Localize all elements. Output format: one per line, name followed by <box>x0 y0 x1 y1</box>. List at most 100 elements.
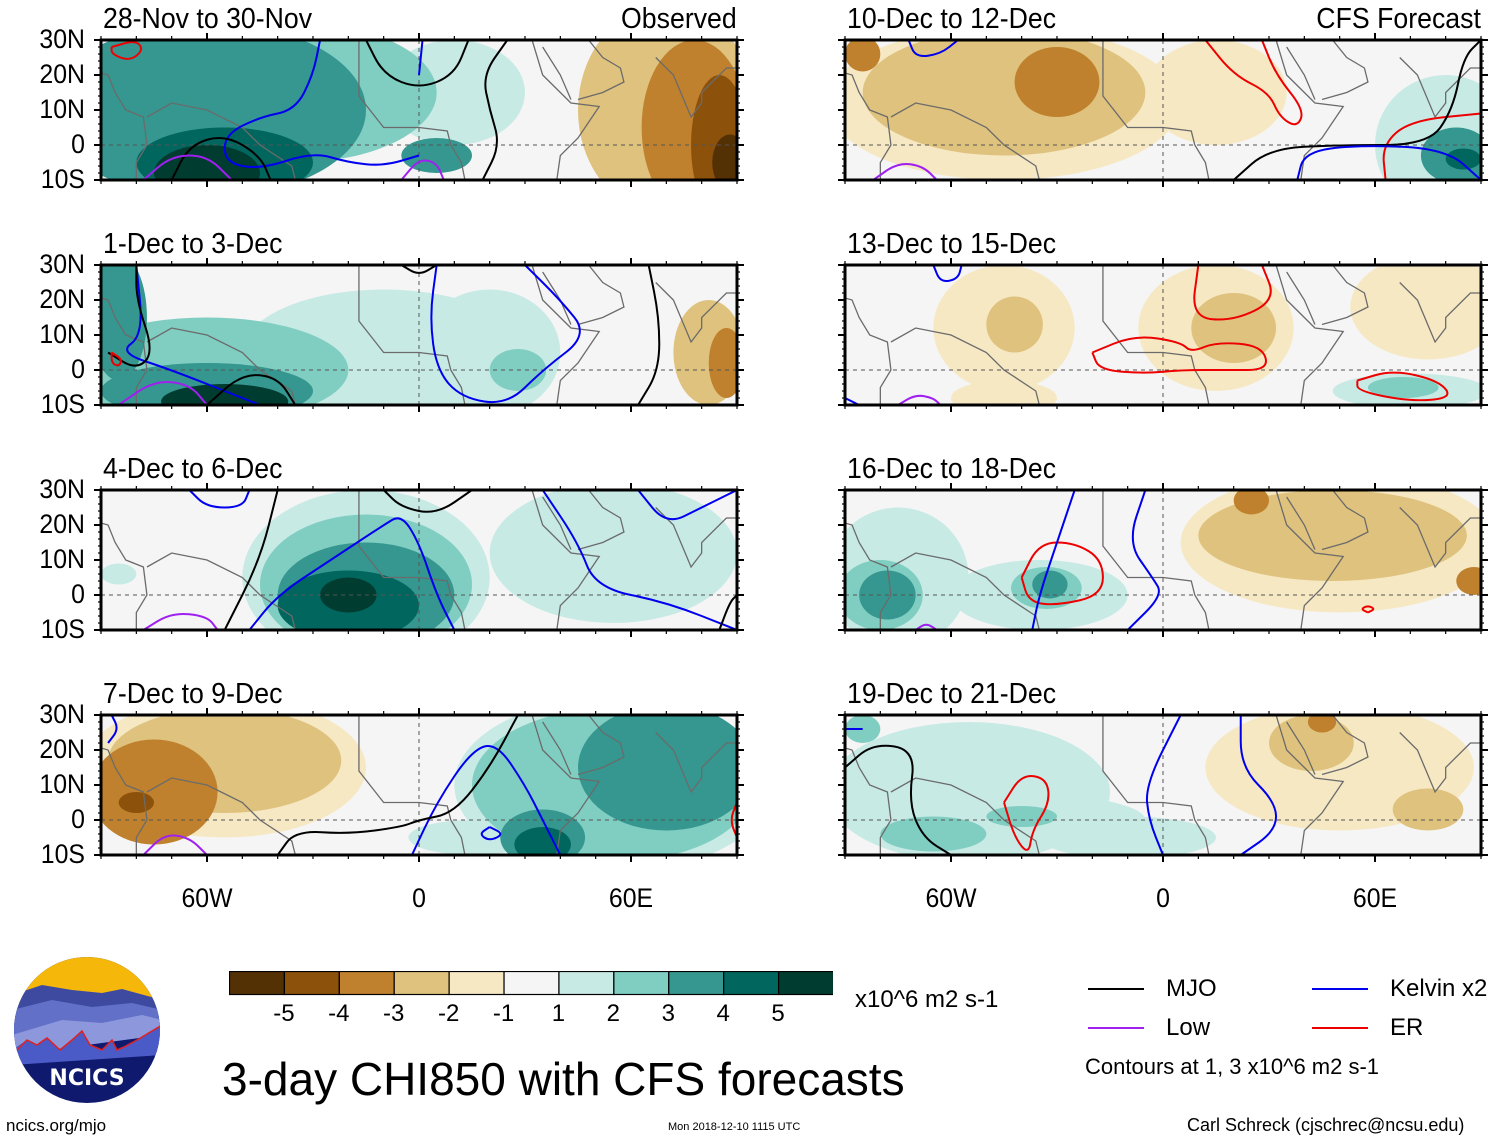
field-blob <box>1456 567 1481 595</box>
contour-mjo <box>845 744 952 855</box>
field-blob <box>514 827 571 855</box>
contour-mjo <box>170 137 272 180</box>
colorbar-swatch <box>503 971 560 996</box>
contour-mjo <box>382 490 473 513</box>
coastline <box>1286 271 1316 325</box>
coastline <box>1399 282 1481 344</box>
x-tick-label: 60W <box>925 883 977 913</box>
coastline <box>845 297 892 405</box>
coastline <box>655 732 737 794</box>
coastline <box>358 715 466 855</box>
y-tick-label: 30N <box>39 24 85 54</box>
field-blob <box>708 328 737 398</box>
contour-kelvin-x2 <box>1145 715 1182 855</box>
x-tick-label: 0 <box>412 883 426 913</box>
contour-kelvin-x2 <box>907 40 959 58</box>
panel-tag: Observed <box>621 3 737 35</box>
contour-kelvin-x2 <box>248 517 456 630</box>
colorbar-swatch <box>613 971 670 996</box>
contour-kelvin-x2 <box>637 490 737 521</box>
x-tick-label: 60E <box>608 883 654 913</box>
x-tick-label: 0 <box>1156 883 1170 913</box>
y-tick-label: 10S <box>40 164 85 194</box>
coastline <box>531 265 601 405</box>
coastline <box>1102 490 1210 630</box>
contour-kelvin-x2 <box>480 826 502 841</box>
site-link[interactable]: ncics.org/mjo <box>6 1116 107 1135</box>
coastline <box>101 72 148 180</box>
colorbar-tick-label: 5 <box>771 1000 785 1027</box>
coastline <box>1321 265 1369 326</box>
field-blob <box>101 265 147 381</box>
contour-kelvin-x2 <box>1296 145 1481 180</box>
colorbar-tick-label: 3 <box>661 1000 675 1027</box>
coastline <box>146 777 296 855</box>
coastline <box>845 522 892 630</box>
coastline <box>1275 265 1345 405</box>
y-tick-label: 20N <box>39 734 85 764</box>
contour-low <box>872 162 938 180</box>
field-blob <box>986 806 1057 827</box>
y-tick-label: 0 <box>71 804 85 834</box>
y-tick-label: 20N <box>39 509 85 539</box>
coastline <box>1102 715 1210 855</box>
contour-low <box>118 381 208 405</box>
coastline <box>1102 265 1210 405</box>
panel-title: 16-Dec to 18-Dec <box>847 453 1057 485</box>
legend-item-er: ER <box>1312 1014 1423 1042</box>
colorbar-units: x10^6 m2 s-1 <box>855 986 999 1013</box>
contour-kelvin-x2 <box>1031 490 1076 630</box>
colorbar-tick-label: 4 <box>716 1000 730 1027</box>
coastline <box>146 327 296 405</box>
colorbar-tick-label: -4 <box>328 1000 350 1027</box>
map-panel-p4 <box>838 258 1488 412</box>
coastline <box>577 490 625 551</box>
coastline <box>101 297 148 405</box>
panel-title: 7-Dec to 9-Dec <box>103 678 283 710</box>
map-panel-p2 <box>838 33 1488 187</box>
field-blob <box>154 145 260 180</box>
contour-er <box>110 351 122 367</box>
contour-er <box>110 41 143 60</box>
field-blob <box>1445 148 1481 170</box>
field-blob <box>1039 816 1216 855</box>
map-panel-p7 <box>94 708 744 862</box>
y-tick-label: 10N <box>39 319 85 349</box>
y-tick-label: 10N <box>39 544 85 574</box>
legend-swatch-mjo <box>1088 988 1144 990</box>
y-tick-label: 0 <box>71 129 85 159</box>
colorbar-tick-label: -2 <box>437 1000 460 1027</box>
colorbar-swatch <box>283 971 340 996</box>
field-blob <box>1032 570 1068 599</box>
field-blob <box>712 134 737 180</box>
panel-title: 1-Dec to 3-Dec <box>103 228 283 260</box>
coastline <box>531 40 601 180</box>
field-blob <box>1350 265 1481 360</box>
field-blob <box>845 40 881 72</box>
coastline <box>1286 721 1316 775</box>
panel-title: 13-Dec to 15-Dec <box>847 228 1057 260</box>
field-blob <box>118 792 154 813</box>
coastline <box>542 496 572 550</box>
coastline <box>890 777 1040 855</box>
contour-kelvin-x2 <box>107 715 118 744</box>
field-blob <box>1145 40 1287 145</box>
contour-mjo <box>365 40 470 87</box>
y-tick-label: 10N <box>39 769 85 799</box>
legend-swatch-er <box>1312 1027 1368 1029</box>
contour-mjo <box>1233 40 1481 180</box>
panel-title: 10-Dec to 12-Dec <box>847 3 1057 35</box>
coastline <box>1321 715 1369 776</box>
contour-mjo <box>481 40 509 180</box>
colorbar-tick-label: -3 <box>383 1000 405 1027</box>
legend-label: Low <box>1166 1014 1211 1041</box>
legend-label: MJO <box>1166 975 1217 1002</box>
coastline <box>655 282 737 344</box>
contour-kelvin-x2 <box>1239 715 1278 855</box>
legend-swatch-low <box>1088 1027 1144 1029</box>
contour-kelvin-x2 <box>188 490 251 509</box>
contour-kelvin-x2 <box>541 490 737 630</box>
y-tick-label: 10N <box>39 94 85 124</box>
coastline <box>146 552 296 630</box>
coastline <box>101 522 148 630</box>
